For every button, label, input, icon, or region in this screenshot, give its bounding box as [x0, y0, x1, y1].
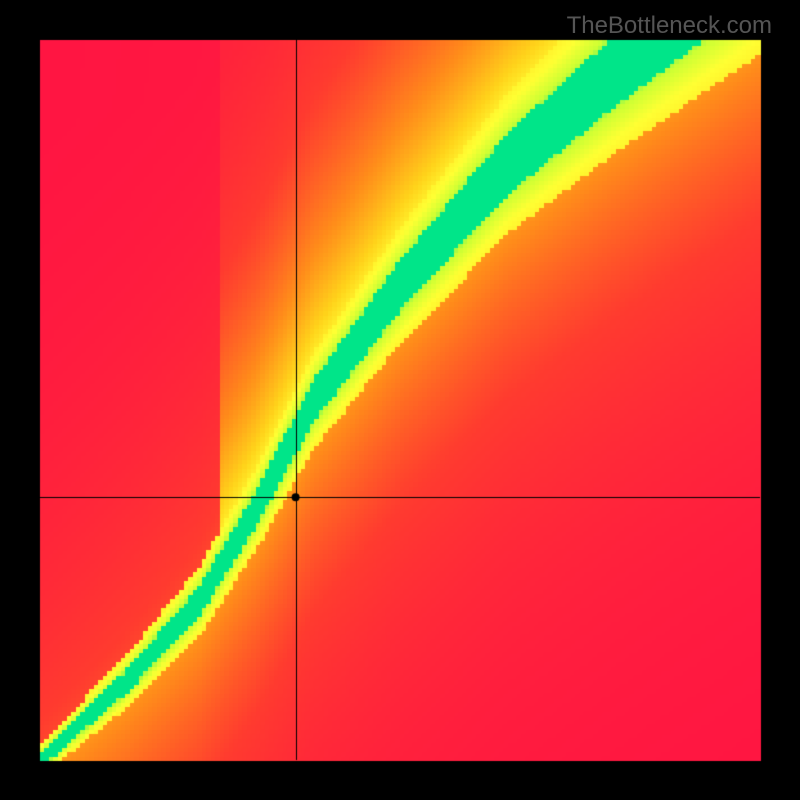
bottleneck-heatmap	[0, 0, 800, 800]
chart-container: TheBottleneck.com	[0, 0, 800, 800]
watermark-text: TheBottleneck.com	[567, 12, 772, 40]
